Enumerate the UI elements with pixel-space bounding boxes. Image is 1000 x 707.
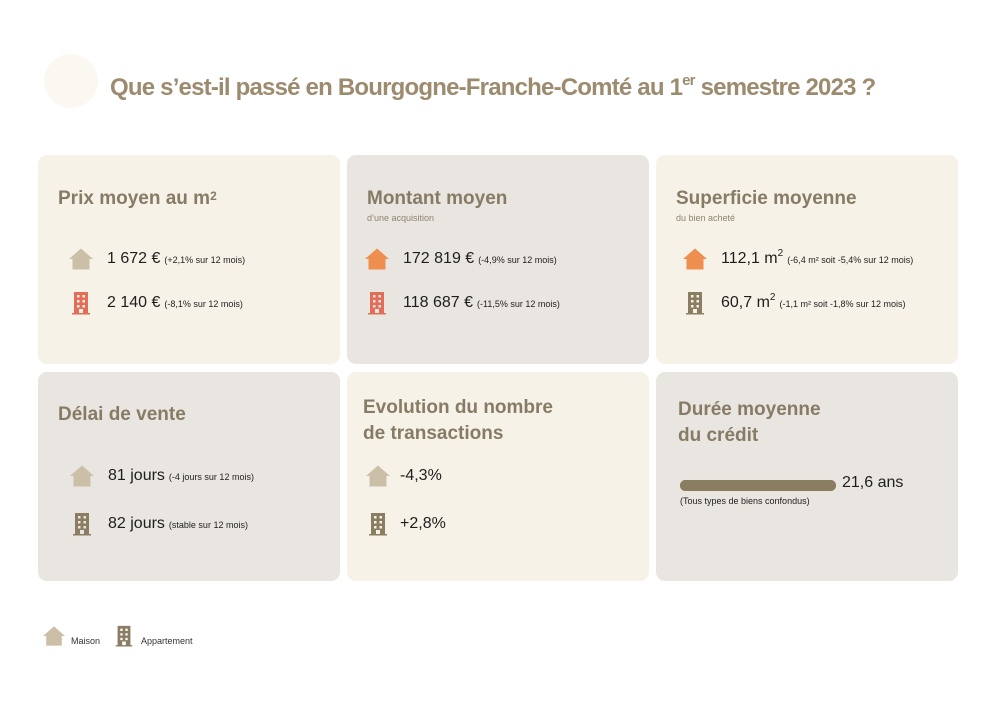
legend-label-appartement: Appartement [141,636,193,646]
card-title: Montant moyen [367,188,508,209]
stat-row-maison: -4,3% [365,464,442,488]
card-title: Délai de vente [58,404,186,425]
credit-duration-note: (Tous types de biens confondus) [680,496,810,506]
stat-row-maison: 172 819 € (-4,9% sur 12 mois) [364,247,557,271]
card-subtitle: du bien acheté [676,213,736,223]
stat-value: 82 jours [108,515,165,532]
house-icon [364,247,390,271]
card-title-text: Prix moyen au m [58,188,211,209]
stat-row-maison: 1 672 € (+2,1% sur 12 mois) [68,247,245,271]
stat-row-appartement: +2,8% [365,512,446,536]
house-icon [365,464,391,488]
legend-label-maison: Maison [71,636,101,646]
header-decoration-circle [44,54,98,108]
page-title-text: Que s’est-il passé en Bourgogne-Franche-… [110,74,683,101]
stat-value: 2 140 € [107,294,161,311]
card-title: Durée moyenne du crédit [678,397,821,449]
apartment-icon [68,291,94,315]
credit-duration-bar [680,480,836,491]
card-title: Evolution du nombre de transactions [363,395,553,447]
card-title-line-2: du crédit [678,425,759,446]
card-subtitle: d’une acquisition [367,213,435,223]
stat-value: +2,8% [400,515,446,532]
stat-value: 81 jours [108,467,165,484]
credit-duration-bar-fill [680,480,836,491]
stat-note: (-4,9% sur 12 mois) [478,255,557,265]
house-icon [42,625,66,647]
card-title-line-1: Evolution du nombre [363,397,553,418]
page-header: Que s’est-il passé en Bourgogne-Franche-… [44,54,964,108]
card-title-superscript: 2 [210,189,217,203]
stat-note: (-6,4 m² soit -5,4% sur 12 mois) [787,255,914,265]
stat-row-appartement: 2 140 € (-8,1% sur 12 mois) [68,291,243,315]
stat-value: 118 687 € [403,294,473,311]
page-title: Que s’est-il passé en Bourgogne-Franche-… [110,72,877,102]
stat-note: (-11,5% sur 12 mois) [477,299,560,309]
stat-value-text: 60,7 m [721,294,770,311]
stat-value-superscript: 2 [777,248,784,259]
card-prix-moyen: Prix moyen au m2 1 672 € (+2,1% sur 12 m… [38,155,340,364]
house-icon [69,464,95,488]
stat-value: -4,3% [400,467,442,484]
stat-note: (+2,1% sur 12 mois) [164,255,246,265]
stat-row-appartement: 82 jours (stable sur 12 mois) [69,512,248,536]
apartment-icon [365,512,391,536]
card-duree-credit: Durée moyenne du crédit 21,6 ans (Tous ty… [656,372,958,581]
apartment-icon [69,512,95,536]
stat-note: (stable sur 12 mois) [168,520,248,530]
house-icon [682,247,708,271]
stat-value: 1 672 € [107,250,161,267]
stat-note: (-4 jours sur 12 mois) [168,472,254,482]
card-title: Prix moyen au m2 [58,186,217,212]
card-evolution-transactions: Evolution du nombre de transactions -4,3%… [347,372,649,581]
stat-note: (-1,1 m² soit -1,8% sur 12 mois) [779,299,906,309]
stat-row-appartement: 118 687 € (-11,5% sur 12 mois) [364,291,560,315]
apartment-icon [364,291,390,315]
apartment-icon [112,625,136,647]
stat-value-text: 112,1 m [721,250,778,267]
stat-value-superscript: 2 [769,292,776,303]
stat-row-appartement: 60,7 m2 (-1,1 m² soit -1,8% sur 12 mois) [682,291,906,315]
house-icon [68,247,94,271]
card-montant-moyen: Montant moyen d’une acquisition 172 819 … [347,155,649,364]
page-title-text-end: semestre 2023 ? [694,74,877,101]
stat-row-maison: 81 jours (-4 jours sur 12 mois) [69,464,254,488]
apartment-icon [682,291,708,315]
card-superficie-moyenne: Superficie moyenne du bien acheté 112,1 … [656,155,958,364]
page-title-superscript: er [682,72,695,89]
card-title-line-2: de transactions [363,423,504,444]
stat-note: (-8,1% sur 12 mois) [164,299,243,309]
legend: Maison Appartement [42,625,205,647]
credit-duration-value: 21,6 ans [842,474,904,491]
card-delai-de-vente: Délai de vente 81 jours (-4 jours sur 12… [38,372,340,581]
stat-value: 112,1 m2 [721,248,784,268]
stat-value: 172 819 € [403,250,475,267]
card-title-line-1: Durée moyenne [678,399,821,420]
stat-row-maison: 112,1 m2 (-6,4 m² soit -5,4% sur 12 mois… [682,247,913,271]
card-title: Superficie moyenne [676,188,857,209]
stat-value: 60,7 m2 [721,292,776,312]
